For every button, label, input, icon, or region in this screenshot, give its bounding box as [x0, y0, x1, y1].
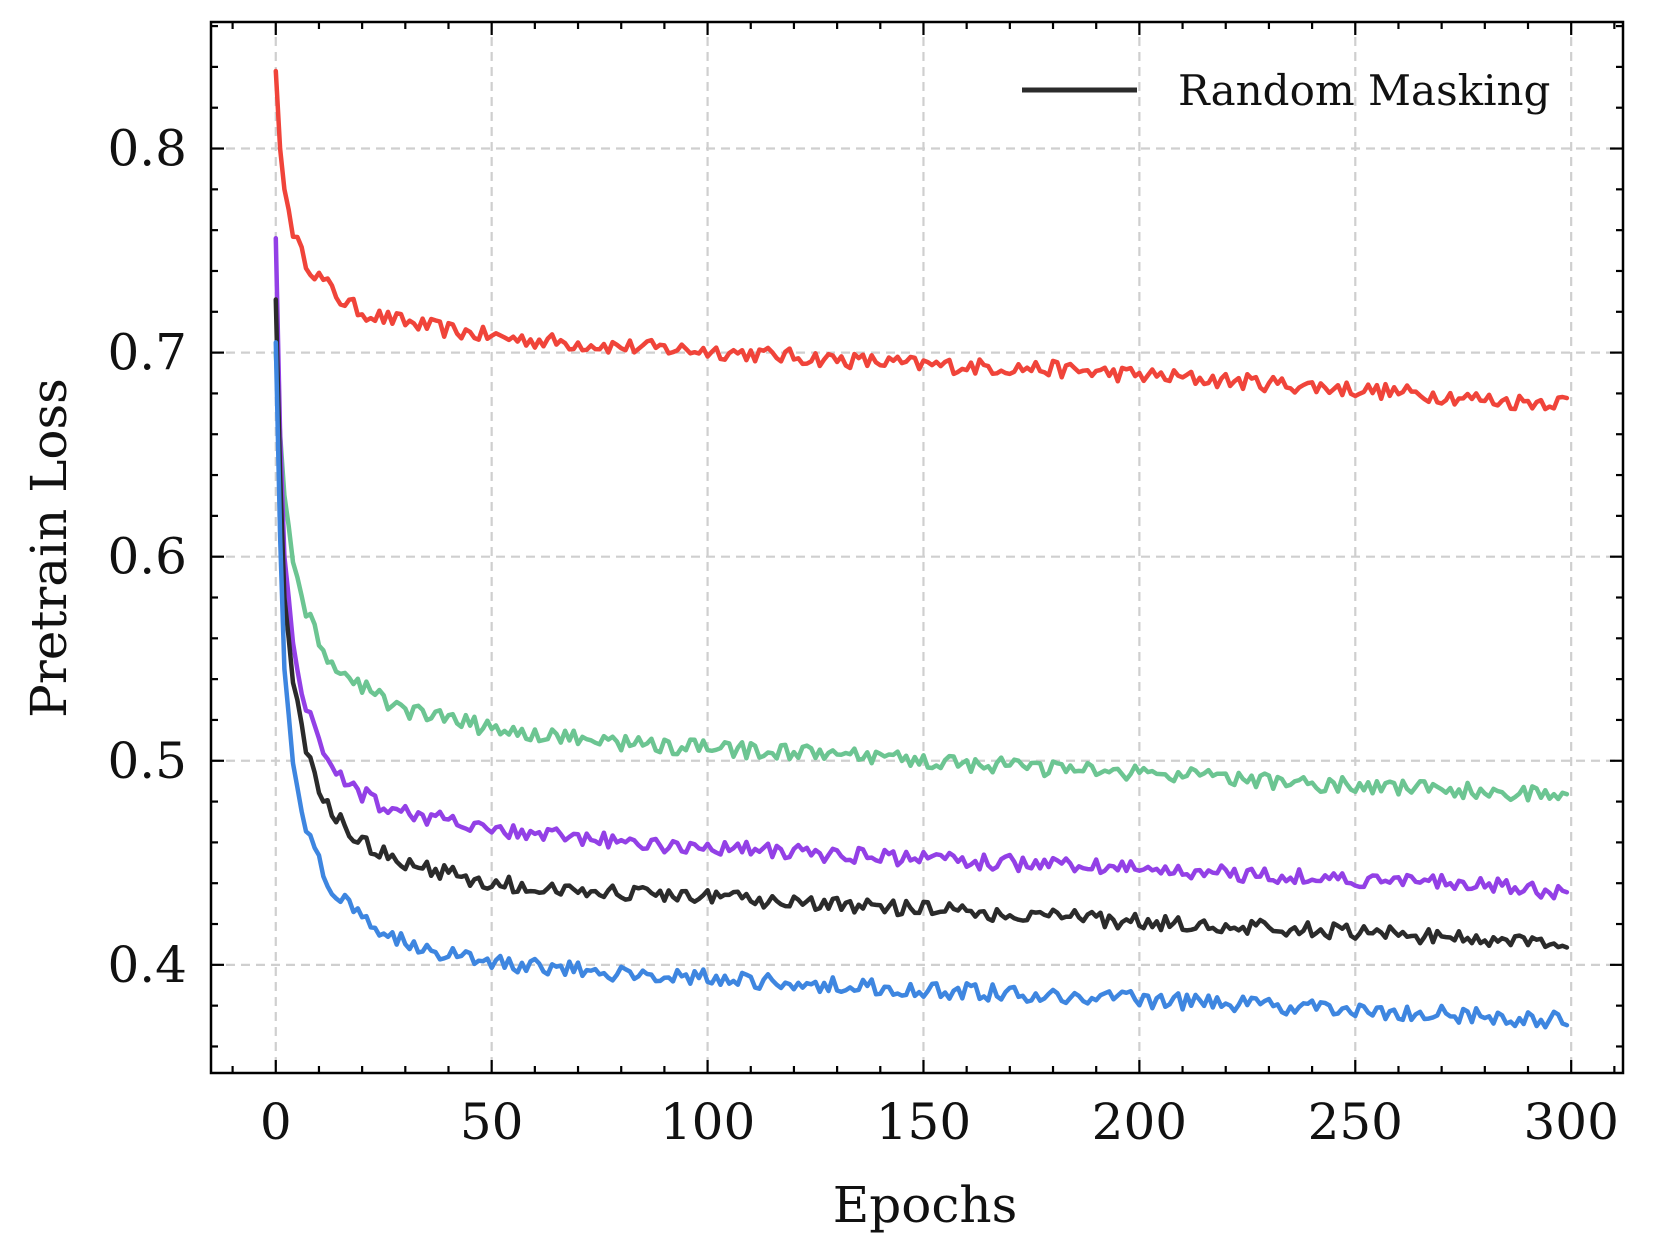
x-tick-label: 300 — [1523, 1093, 1618, 1151]
y-tick-label: 0.8 — [107, 120, 187, 178]
series-line-red — [273, 68, 1570, 412]
x-tick-label: 100 — [660, 1093, 755, 1151]
series-line-random-masking — [273, 297, 1570, 950]
series-line-blue — [273, 340, 1570, 1030]
axis-ticks — [211, 22, 1623, 1073]
legend: Random Masking — [1022, 66, 1550, 115]
x-tick-label: 150 — [876, 1093, 971, 1151]
grid — [211, 22, 1623, 1073]
x-tick-label: 250 — [1308, 1093, 1403, 1151]
y-tick-label: 0.5 — [107, 732, 187, 790]
y-tick-label: 0.6 — [107, 528, 187, 586]
series-line-purple — [273, 236, 1570, 901]
series-line-green — [273, 350, 1570, 803]
x-tick-label: 50 — [460, 1093, 524, 1151]
y-tick-label: 0.4 — [107, 936, 187, 994]
x-tick-label: 0 — [260, 1093, 292, 1151]
y-axis-label: Pretrain Loss — [20, 378, 78, 718]
x-tick-label: 200 — [1092, 1093, 1187, 1151]
tick-labels: 0 50 100 150 200 250 300 0.4 0.5 0.6 0.7 0.8 — [107, 120, 1618, 1151]
plot-frame — [209, 20, 1625, 1075]
y-tick-label: 0.7 — [107, 324, 187, 382]
x-axis-label: Epochs — [833, 1176, 1017, 1234]
legend-label-random-masking: Random Masking — [1178, 66, 1550, 115]
series-lines — [273, 68, 1570, 1030]
